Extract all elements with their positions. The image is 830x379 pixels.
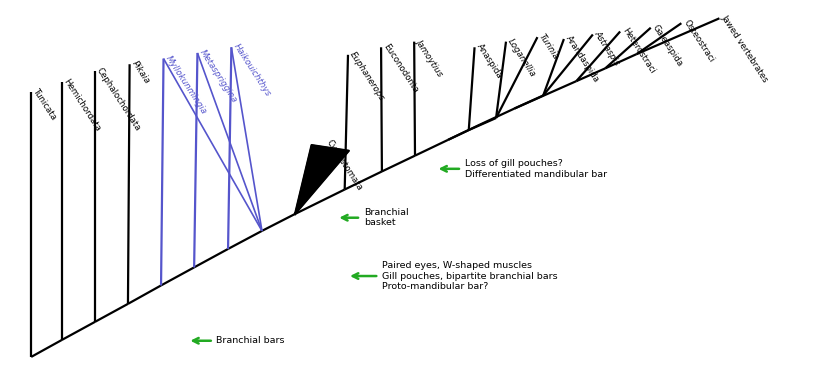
Text: Pikaia: Pikaia [129,60,151,86]
Text: Metaspriggina: Metaspriggina [198,48,238,104]
Text: Paired eyes, W-shaped muscles
Gill pouches, bipartite branchial bars
Proto-mandi: Paired eyes, W-shaped muscles Gill pouch… [353,261,558,291]
Text: Loganellia: Loganellia [506,37,538,78]
Text: Heterostraci: Heterostraci [620,27,657,76]
Text: Osteostraci: Osteostraci [681,18,715,64]
Text: Tunicata: Tunicata [32,87,58,122]
Text: Loss of gill pouches?
Differentiated mandibular bar: Loss of gill pouches? Differentiated man… [442,159,607,179]
Polygon shape [295,145,349,214]
Text: Branchial bars: Branchial bars [193,336,285,345]
Text: Myllokunmingia: Myllokunmingia [164,54,208,116]
Text: Anaspida: Anaspida [475,42,504,81]
Text: Haikouichthys: Haikouichthys [232,42,272,99]
Text: Turinia: Turinia [538,32,561,61]
Text: Euphanerops: Euphanerops [348,50,387,102]
Text: Jamoytius: Jamoytius [414,37,445,77]
Text: Astraspis: Astraspis [593,30,622,67]
Text: Cyclostomata: Cyclostomata [324,138,364,192]
Text: Branchial
basket: Branchial basket [342,208,408,227]
Text: Jawed vertebrates: Jawed vertebrates [720,13,769,84]
Text: Euconodonta: Euconodonta [381,42,419,95]
Text: Cephalochordata: Cephalochordata [95,66,143,133]
Text: Galeaspida: Galeaspida [651,23,685,68]
Text: Arandaspida: Arandaspida [564,34,601,84]
Text: Hemichordata: Hemichordata [61,77,102,133]
